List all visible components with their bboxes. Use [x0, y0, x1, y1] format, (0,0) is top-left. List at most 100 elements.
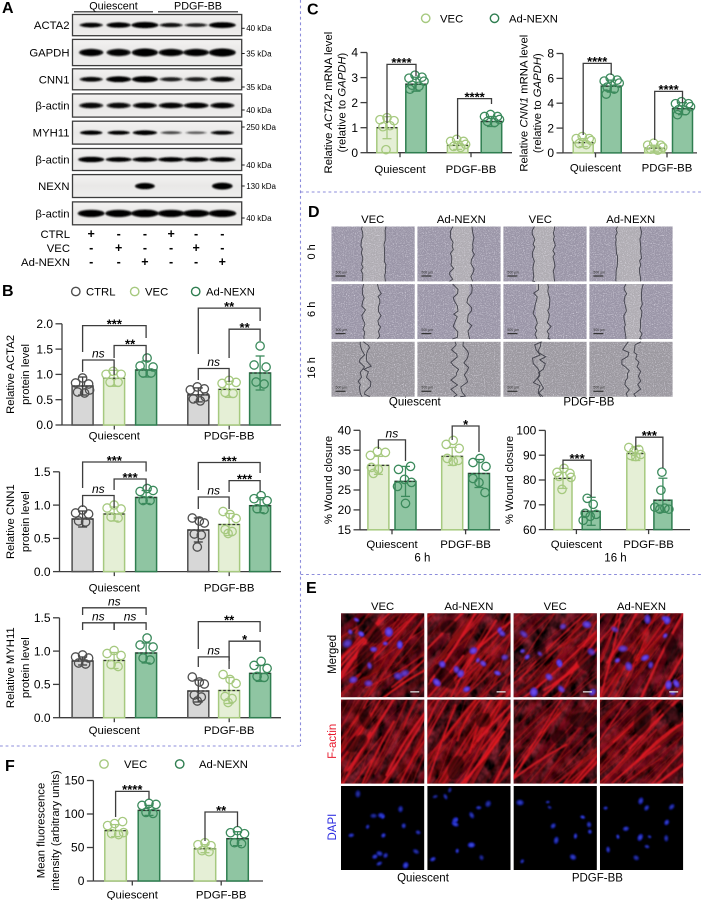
svg-text:PDGF-BB: PDGF-BB — [446, 164, 497, 176]
svg-text:-: - — [89, 255, 93, 269]
svg-text:D: D — [308, 204, 320, 221]
svg-text:Ad-NEXN: Ad-NEXN — [444, 601, 493, 613]
svg-text:Quiescent: Quiescent — [551, 539, 603, 551]
svg-text:***: *** — [123, 470, 139, 485]
svg-text:GAPDH: GAPDH — [29, 48, 69, 60]
svg-text:(relative to GAPDH): (relative to GAPDH) — [532, 53, 544, 153]
svg-text:130 kDa: 130 kDa — [246, 182, 276, 191]
svg-text:***: *** — [222, 453, 238, 468]
svg-text:2: 2 — [547, 121, 554, 135]
svg-text:VEC: VEC — [124, 759, 147, 771]
svg-text:0: 0 — [78, 874, 85, 888]
svg-text:500 μm: 500 μm — [336, 270, 348, 274]
svg-text:Ad-NEXN: Ad-NEXN — [199, 759, 248, 771]
svg-text:Ad-NEXN: Ad-NEXN — [606, 214, 655, 226]
svg-text:Ad-NEXN: Ad-NEXN — [206, 287, 255, 299]
svg-text:ns: ns — [207, 643, 220, 657]
svg-text:****: **** — [658, 82, 679, 97]
svg-text:Ad-NEXN: Ad-NEXN — [21, 257, 70, 269]
svg-text:DAPI: DAPI — [327, 814, 339, 841]
svg-text:40 kDa: 40 kDa — [246, 161, 272, 170]
svg-text:ns: ns — [108, 594, 121, 608]
svg-text:Ad-NEXN: Ad-NEXN — [509, 14, 558, 26]
svg-text:Ad-NEXN: Ad-NEXN — [617, 601, 666, 613]
svg-text:-: - — [117, 227, 121, 241]
svg-text:Quiescent: Quiescent — [570, 163, 622, 175]
svg-text:Quiescent: Quiescent — [397, 873, 450, 885]
svg-text:VEC: VEC — [47, 243, 70, 255]
svg-text:PDGF-BB: PDGF-BB — [623, 539, 674, 551]
svg-text:40: 40 — [338, 424, 352, 438]
svg-text:-: - — [220, 227, 224, 241]
svg-text:CNN1: CNN1 — [39, 74, 70, 86]
svg-text:60: 60 — [523, 523, 537, 537]
svg-text:ns: ns — [92, 482, 105, 496]
svg-text:-: - — [89, 241, 93, 255]
svg-text:40 kDa: 40 kDa — [246, 24, 272, 33]
svg-text:500 μm: 500 μm — [336, 328, 348, 332]
svg-text:-: - — [143, 241, 147, 255]
svg-text:1.5: 1.5 — [34, 611, 51, 625]
svg-text:**: ** — [240, 320, 251, 335]
svg-text:Relative ACTA2 mRNA level: Relative ACTA2 mRNA level — [323, 32, 335, 174]
svg-text:0.0: 0.0 — [36, 418, 53, 432]
svg-text:150: 150 — [64, 774, 84, 788]
svg-text:PDGF-BB: PDGF-BB — [204, 431, 255, 443]
svg-text:β-actin: β-actin — [35, 101, 69, 113]
svg-text:-: - — [169, 241, 173, 255]
svg-text:**: ** — [216, 803, 227, 818]
svg-text:PDGF-BB: PDGF-BB — [572, 873, 623, 885]
svg-text:protein level: protein level — [20, 637, 32, 698]
svg-text:30: 30 — [338, 463, 352, 477]
svg-text:+: + — [219, 255, 226, 269]
svg-text:0.5: 0.5 — [36, 393, 53, 407]
svg-text:Quiescent: Quiescent — [89, 1, 138, 13]
svg-text:β-actin: β-actin — [35, 155, 69, 167]
svg-text:500 μm: 500 μm — [507, 386, 519, 390]
svg-text:protein level: protein level — [20, 344, 32, 405]
svg-text:***: *** — [570, 451, 586, 466]
svg-text:****: **** — [122, 782, 143, 797]
svg-text:15: 15 — [338, 523, 352, 537]
svg-text:ns: ns — [207, 355, 220, 369]
svg-text:***: *** — [642, 428, 658, 443]
svg-text:8: 8 — [547, 47, 554, 61]
svg-text:-: - — [194, 227, 198, 241]
svg-text:Quiescent: Quiescent — [389, 396, 442, 408]
svg-text:F-actin: F-actin — [327, 724, 339, 759]
svg-text:VEC: VEC — [361, 214, 384, 226]
svg-text:**: ** — [224, 612, 235, 627]
svg-text:VEC: VEC — [529, 214, 552, 226]
svg-text:16 h: 16 h — [604, 553, 626, 565]
svg-text:1.0: 1.0 — [36, 368, 53, 382]
svg-text:MYH11: MYH11 — [33, 128, 70, 140]
svg-text:VEC: VEC — [145, 287, 168, 299]
svg-text:PDGF-BB: PDGF-BB — [642, 163, 693, 175]
svg-text:*: * — [463, 417, 469, 432]
svg-text:Relative CNN1 mRNA level: Relative CNN1 mRNA level — [519, 35, 531, 172]
svg-text:6 h: 6 h — [414, 553, 430, 565]
svg-text:ns: ns — [386, 426, 399, 440]
svg-text:6: 6 — [547, 72, 554, 86]
svg-text:16 h: 16 h — [306, 357, 318, 378]
svg-text:CTRL: CTRL — [86, 287, 116, 299]
svg-text:Relative MYH11: Relative MYH11 — [5, 627, 17, 708]
svg-text:2: 2 — [351, 96, 358, 110]
svg-text:intensity (arbitrary units): intensity (arbitrary units) — [50, 770, 62, 891]
svg-text:PDGF-BB: PDGF-BB — [196, 889, 247, 900]
svg-text:+: + — [88, 227, 95, 241]
svg-text:100: 100 — [516, 424, 536, 438]
svg-text:500 μm: 500 μm — [336, 386, 348, 390]
svg-text:1.0: 1.0 — [34, 498, 51, 512]
svg-text:35: 35 — [338, 443, 352, 457]
svg-text:+: + — [115, 241, 122, 255]
svg-text:PDGF-BB: PDGF-BB — [204, 725, 255, 737]
svg-text:Quiescent: Quiescent — [374, 164, 426, 176]
svg-text:C: C — [307, 2, 319, 19]
svg-text:***: *** — [237, 471, 253, 486]
svg-text:0: 0 — [547, 146, 554, 160]
svg-text:40 kDa: 40 kDa — [246, 214, 272, 223]
svg-text:70: 70 — [523, 498, 537, 512]
svg-text:ns: ns — [124, 609, 137, 623]
svg-text:***: *** — [107, 453, 123, 468]
